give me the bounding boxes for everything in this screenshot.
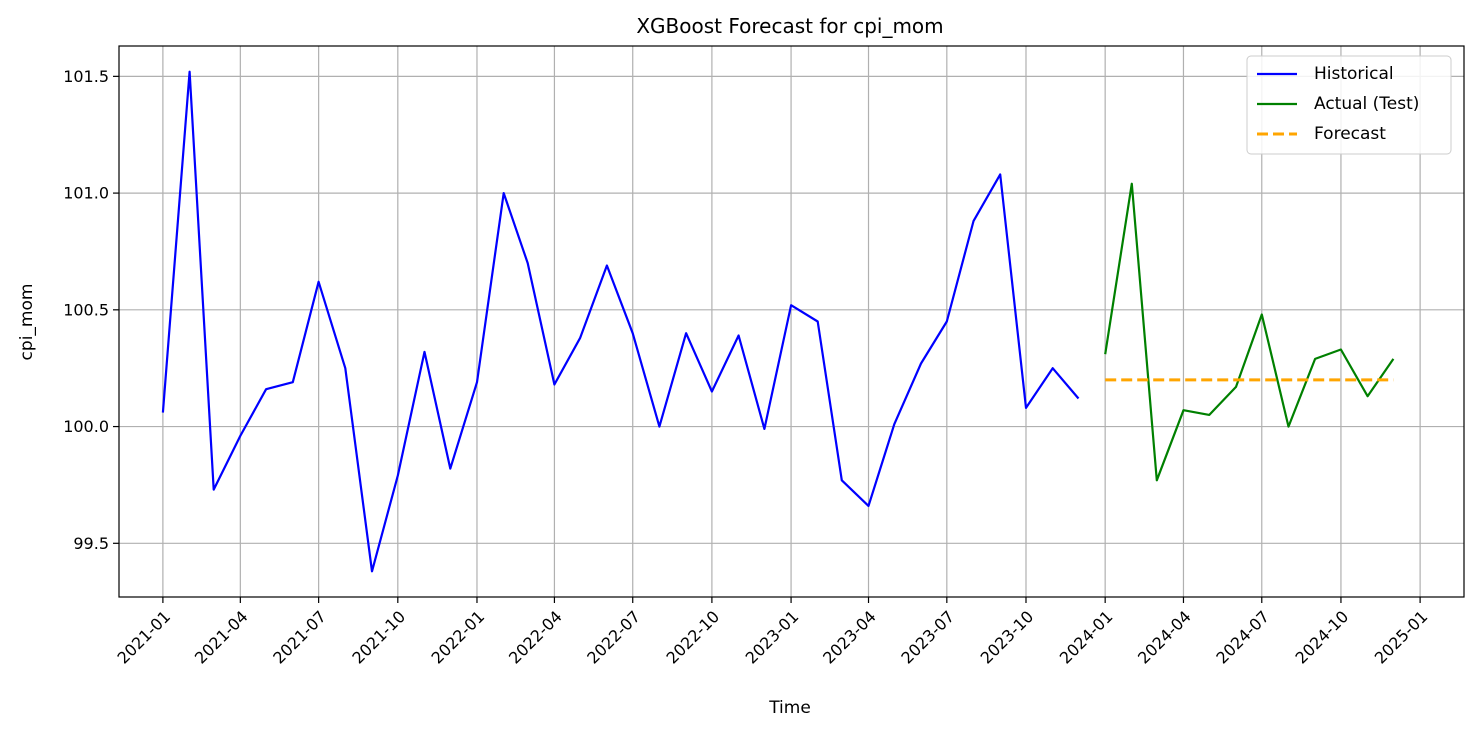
x-tick-label: 2024-07: [1212, 607, 1273, 668]
x-tick-label: 2024-01: [1056, 607, 1117, 668]
x-axis-label: Time: [768, 698, 811, 718]
x-tick-label: 2021-04: [191, 607, 252, 668]
legend-label: Actual (Test): [1314, 94, 1419, 114]
series-line-historical: [161, 70, 1080, 573]
x-tick-label: 2022-07: [583, 607, 644, 668]
y-tick-label: 100.0: [63, 417, 109, 436]
x-tick-label: 2021-01: [113, 607, 174, 668]
x-tick-label: 2023-10: [977, 607, 1038, 668]
x-tick-label: 2022-01: [428, 607, 489, 668]
x-tick-label: 2024-04: [1134, 607, 1195, 668]
y-tick-label: 101.5: [63, 67, 109, 86]
y-tick-label: 99.5: [73, 534, 109, 553]
x-tick-label: 2022-04: [505, 607, 566, 668]
x-tick-label: 2023-07: [897, 607, 958, 668]
y-tick-label: 101.0: [63, 184, 109, 203]
x-tick-label: 2021-07: [269, 607, 330, 668]
y-axis-label: cpi_mom: [17, 284, 37, 361]
x-tick-label: 2023-04: [819, 607, 880, 668]
legend: Historical Actual (Test) Forecast: [1246, 55, 1452, 155]
x-tick-label: 2024-10: [1292, 607, 1353, 668]
x-tick-label: 2021-10: [348, 607, 409, 668]
series-line-actual-test: [1104, 182, 1395, 482]
grid: [119, 46, 1464, 597]
x-tick-label: 2023-01: [742, 607, 803, 668]
legend-label: Forecast: [1314, 124, 1386, 144]
series-layer: [161, 70, 1395, 573]
y-tick-label: 100.5: [63, 300, 109, 319]
x-tick-label: 2022-10: [663, 607, 724, 668]
chart-title: XGBoost Forecast for cpi_mom: [636, 14, 943, 38]
legend-box: [1246, 55, 1452, 155]
x-tick-label: 2025-01: [1371, 607, 1432, 668]
legend-label: Historical: [1314, 64, 1394, 84]
